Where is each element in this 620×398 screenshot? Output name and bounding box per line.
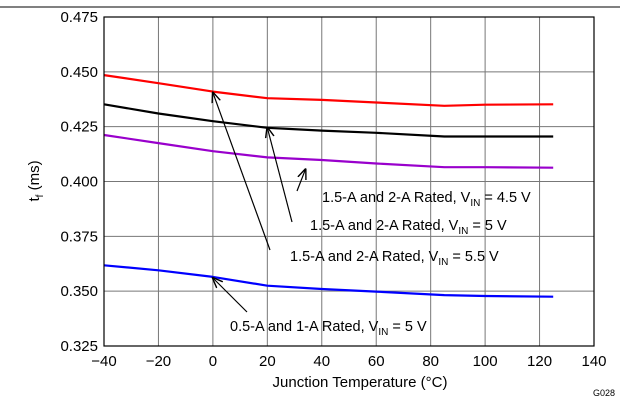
plot-frame <box>103 16 595 347</box>
annotation-label: 0.5-A and 1-A Rated, VIN = 5 V <box>230 319 427 338</box>
x-axis-title: Junction Temperature (°C) <box>273 374 448 391</box>
figure-id: G028 <box>593 388 615 398</box>
annotations: 1.5-A and 2-A Rated, VIN = 4.5 V 1.5-A an… <box>213 93 531 338</box>
x-tick-label: 140 <box>581 353 606 370</box>
annotation-label: 1.5-A and 2-A Rated, VIN = 4.5 V <box>322 190 531 209</box>
y-tick-label: 0.450 <box>60 64 98 81</box>
y-tick-label: 0.425 <box>60 119 98 136</box>
annotation-label: 1.5-A and 2-A Rated, VIN = 5 V <box>310 218 507 237</box>
series-line-3 <box>103 133 554 169</box>
annotation-label: 1.5-A and 2-A Rated, VIN = 5.5 V <box>290 249 499 268</box>
y-tick-label: 0.400 <box>60 174 98 191</box>
x-tick-label: 60 <box>368 353 385 370</box>
x-tick-labels: −40 −20 0 20 40 60 80 100 120 140 <box>91 353 606 370</box>
y-tick-label: 0.375 <box>60 228 98 245</box>
y-tick-label: 0.475 <box>60 9 98 26</box>
gridlines <box>104 17 594 346</box>
y-axis-title: tf (ms) <box>26 160 46 201</box>
x-tick-label: 20 <box>259 353 276 370</box>
series-lines <box>103 74 554 298</box>
x-tick-label: −40 <box>91 353 116 370</box>
y-tick-label: 0.350 <box>60 283 98 300</box>
x-tick-label: 40 <box>313 353 330 370</box>
annotation-arrow <box>213 93 271 251</box>
series-line-2 <box>103 103 554 138</box>
annotation-arrow <box>213 278 248 313</box>
annotation-arrow <box>267 128 293 223</box>
x-tick-label: 0 <box>209 353 217 370</box>
series-line-4 <box>103 264 554 298</box>
y-tick-label: 0.325 <box>60 338 98 355</box>
x-tick-label: 120 <box>527 353 552 370</box>
annotation-arrow <box>296 169 305 192</box>
series-line-1 <box>103 74 554 107</box>
x-tick-label: 80 <box>422 353 439 370</box>
y-tick-labels: 0.325 0.350 0.375 0.400 0.425 0.450 0.475 <box>60 9 98 355</box>
x-tick-label: 100 <box>473 353 498 370</box>
x-tick-label: −20 <box>146 353 171 370</box>
